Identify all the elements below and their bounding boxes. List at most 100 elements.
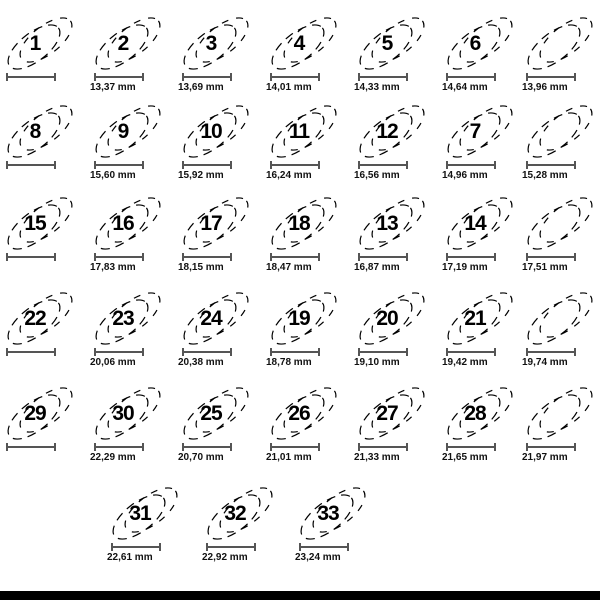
ring-outline-icon bbox=[447, 292, 513, 345]
diameter-label: 13,69 mm bbox=[178, 82, 224, 93]
ring-size-item: 31 22,61 mm bbox=[105, 480, 185, 570]
ring-size-item: 29 bbox=[0, 380, 80, 470]
ring-size-item: 3 13,69 mm bbox=[176, 10, 256, 100]
ring-size-item: 19 18,78 mm bbox=[264, 285, 344, 375]
ring-size-number: 10 bbox=[200, 120, 222, 143]
ring-outline-icon bbox=[7, 387, 73, 440]
ring-size-number: 20 bbox=[376, 307, 398, 330]
diameter-label: 15,28 mm bbox=[522, 170, 568, 181]
ring-size-number: 15 bbox=[24, 212, 46, 235]
ring-size-number: 22 bbox=[24, 307, 46, 330]
scale-bar bbox=[358, 348, 408, 356]
scale-bar bbox=[182, 253, 232, 261]
ring-size-item: 28 21,65 mm bbox=[440, 380, 520, 470]
ring-size-item: 20 19,10 mm bbox=[352, 285, 432, 375]
ring-outline-icon bbox=[271, 105, 337, 158]
ring-outline-icon bbox=[183, 105, 249, 158]
ring-size-number: 16 bbox=[112, 212, 134, 235]
ring-outline-icon bbox=[112, 487, 178, 540]
ring-size-item: 10 15,92 mm bbox=[176, 98, 256, 188]
ring-size-item: 6 14,64 mm bbox=[440, 10, 520, 100]
ring-size-number: 1 bbox=[29, 32, 42, 55]
ring-size-item: 14 17,19 mm bbox=[440, 190, 520, 280]
scale-bar bbox=[526, 161, 576, 169]
diameter-label: 20,70 mm bbox=[178, 452, 224, 463]
diameter-label: 15,60 mm bbox=[90, 170, 136, 181]
scale-bar bbox=[94, 161, 144, 169]
scale-bar bbox=[358, 161, 408, 169]
scale-bar bbox=[526, 443, 576, 451]
diameter-label: 18,47 mm bbox=[266, 262, 312, 273]
ring-outline-icon bbox=[527, 197, 593, 250]
ring-outline-icon bbox=[7, 292, 73, 345]
scale-bar bbox=[526, 348, 576, 356]
scale-bar bbox=[182, 443, 232, 451]
ring-size-item: 11 16,24 mm bbox=[264, 98, 344, 188]
ring-size-number: 25 bbox=[200, 402, 222, 425]
ring-size-number: 29 bbox=[24, 402, 46, 425]
ring-size-item: 4 14,01 mm bbox=[264, 10, 344, 100]
ring-size-number: 19 bbox=[288, 307, 310, 330]
ring-size-item: 17,51 mm bbox=[520, 190, 600, 280]
scale-bar bbox=[111, 543, 161, 551]
scale-bar bbox=[94, 348, 144, 356]
diameter-label: 22,92 mm bbox=[202, 552, 248, 563]
ring-size-number: 11 bbox=[288, 120, 310, 143]
ring-size-item: 19,74 mm bbox=[520, 285, 600, 375]
ring-outline-icon bbox=[300, 487, 366, 540]
ring-size-item: 16 17,83 mm bbox=[88, 190, 168, 280]
ring-size-item: 21,97 mm bbox=[520, 380, 600, 470]
ring-size-number: 8 bbox=[29, 120, 42, 143]
scale-bar bbox=[182, 161, 232, 169]
ring-outline-icon bbox=[183, 197, 249, 250]
scale-bar bbox=[6, 161, 56, 169]
diameter-label: 14,64 mm bbox=[442, 82, 488, 93]
ring-size-item: 8 bbox=[0, 98, 80, 188]
ring-size-item: 27 21,33 mm bbox=[352, 380, 432, 470]
ring-size-item: 9 15,60 mm bbox=[88, 98, 168, 188]
ring-outline-icon bbox=[271, 197, 337, 250]
ring-size-number: 18 bbox=[288, 212, 310, 235]
diameter-label: 13,96 mm bbox=[522, 82, 568, 93]
ring-size-number: 30 bbox=[112, 402, 134, 425]
ring-outline-icon bbox=[95, 105, 161, 158]
diameter-label: 20,06 mm bbox=[90, 357, 136, 368]
footer-bar bbox=[0, 591, 600, 600]
ring-size-item: 21 19,42 mm bbox=[440, 285, 520, 375]
scale-bar bbox=[270, 253, 320, 261]
scale-bar bbox=[358, 253, 408, 261]
scale-bar bbox=[6, 73, 56, 81]
diameter-label: 14,33 mm bbox=[354, 82, 400, 93]
scale-bar bbox=[446, 73, 496, 81]
ring-outline-icon bbox=[95, 387, 161, 440]
ring-size-number: 13 bbox=[376, 212, 398, 235]
scale-bar bbox=[358, 443, 408, 451]
diameter-label: 17,51 mm bbox=[522, 262, 568, 273]
ring-size-item: 5 14,33 mm bbox=[352, 10, 432, 100]
ring-size-item: 13,96 mm bbox=[520, 10, 600, 100]
ring-size-item: 30 22,29 mm bbox=[88, 380, 168, 470]
ring-outline-icon bbox=[271, 17, 337, 70]
diameter-label: 22,29 mm bbox=[90, 452, 136, 463]
ring-outline-icon bbox=[359, 292, 425, 345]
scale-bar bbox=[94, 73, 144, 81]
diameter-label: 21,65 mm bbox=[442, 452, 488, 463]
diameter-label: 19,10 mm bbox=[354, 357, 400, 368]
scale-bar bbox=[270, 161, 320, 169]
diameter-label: 13,37 mm bbox=[90, 82, 136, 93]
ring-outline-icon bbox=[359, 105, 425, 158]
ring-size-item: 18 18,47 mm bbox=[264, 190, 344, 280]
diameter-label: 20,38 mm bbox=[178, 357, 224, 368]
scale-bar bbox=[94, 253, 144, 261]
ring-size-number: 5 bbox=[381, 32, 394, 55]
ring-size-item: 26 21,01 mm bbox=[264, 380, 344, 470]
scale-bar bbox=[182, 73, 232, 81]
ring-outline-icon bbox=[527, 387, 593, 440]
diameter-label: 21,01 mm bbox=[266, 452, 312, 463]
scale-bar bbox=[446, 253, 496, 261]
diameter-label: 14,01 mm bbox=[266, 82, 312, 93]
ring-size-item: 25 20,70 mm bbox=[176, 380, 256, 470]
scale-bar bbox=[6, 443, 56, 451]
diameter-label: 16,87 mm bbox=[354, 262, 400, 273]
ring-size-number: 4 bbox=[293, 32, 306, 55]
